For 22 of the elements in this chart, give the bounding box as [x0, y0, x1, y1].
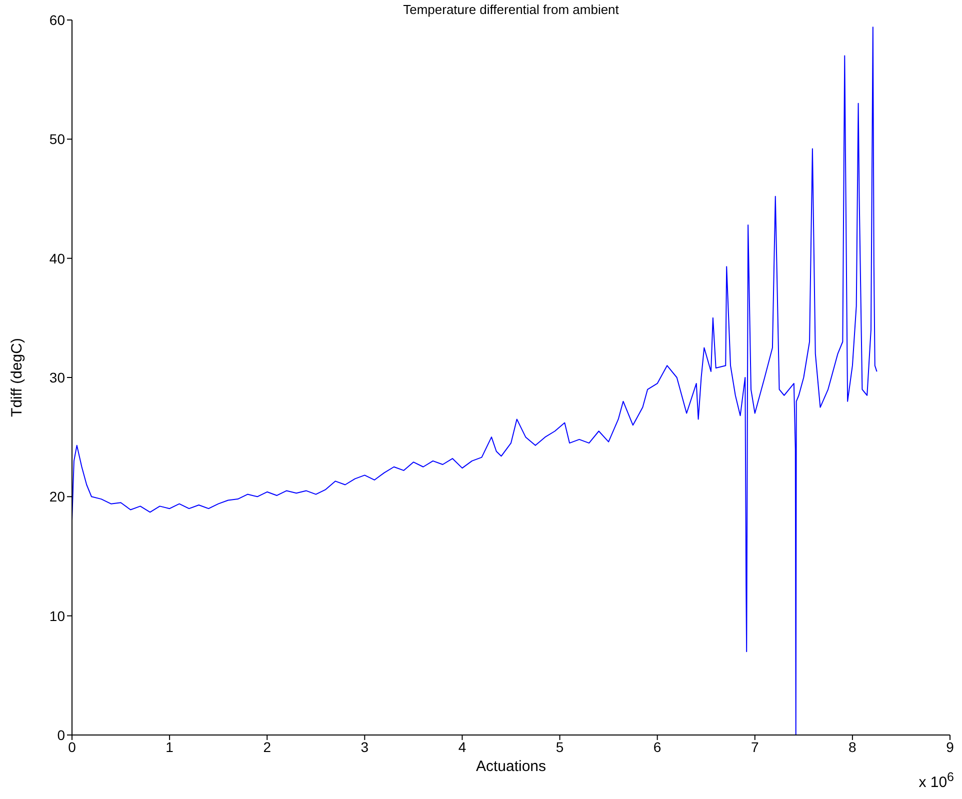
x-axis-title: Actuations [476, 758, 546, 775]
x-tick-label: 5 [556, 738, 564, 755]
y-tick-label: 0 [57, 726, 66, 743]
x-tick-label: 9 [946, 738, 954, 755]
y-tick-label: 30 [49, 369, 66, 386]
y-axis-title: Tdiff (degC) [8, 338, 26, 417]
x-tick-label: 4 [458, 738, 466, 755]
text: x 10$^{6}$ [918, 770, 954, 791]
x-tick-label: 1 [166, 738, 174, 755]
x-tick-label: 0 [68, 738, 76, 755]
x-tick-label: 2 [263, 738, 272, 755]
x-tick-label: 8 [848, 738, 857, 755]
y-tick-label: 20 [49, 488, 66, 505]
chart-title: Temperature differential from ambient [402, 2, 620, 17]
y-tick-label: 40 [49, 250, 66, 266]
x-tick-label: 7 [750, 738, 759, 755]
y-tick-label: 10 [49, 608, 66, 624]
x-tick-label: 6 [653, 738, 662, 755]
line-series [72, 26, 878, 735]
x-tick-label: 3 [360, 738, 369, 755]
y-tick-label: 50 [49, 131, 66, 148]
y-tick-label: 60 [49, 12, 66, 28]
